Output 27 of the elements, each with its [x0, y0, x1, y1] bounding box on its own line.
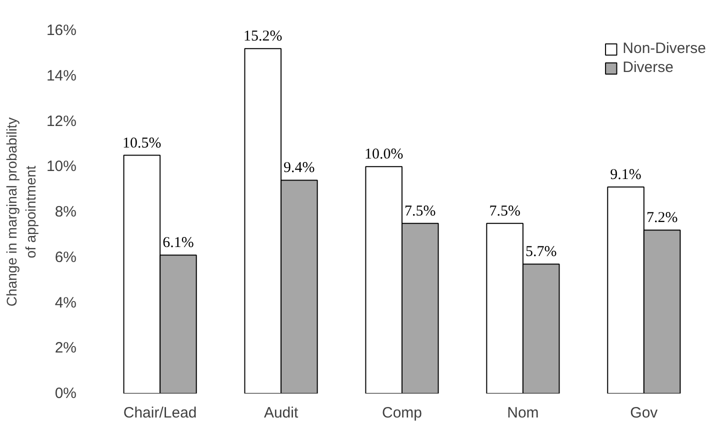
x-tick-label: Chair/Lead — [123, 404, 197, 422]
x-tick-label: Comp — [382, 404, 422, 422]
y-axis-title: Change in marginal probability of appointment — [3, 117, 38, 307]
x-tick-label: Gov — [630, 404, 658, 422]
legend-label: Non-Diverse — [622, 40, 706, 57]
text: 10.5% — [122, 135, 162, 152]
text: 7.2% — [646, 210, 678, 226]
y-tick-label: 12% — [46, 112, 77, 130]
x-tick-label: Nom — [507, 404, 539, 422]
text: 7.5% — [489, 203, 520, 220]
y-tick-label: 6% — [54, 248, 77, 266]
text: 7.5% — [404, 203, 436, 220]
text: 15.2% — [244, 28, 282, 45]
y-tick-label: 16% — [46, 22, 77, 39]
text: 5.7% — [525, 244, 557, 260]
y-tick-label: 10% — [46, 158, 77, 176]
legend-label: Diverse — [622, 59, 674, 76]
x-tick-label: Audit — [264, 404, 299, 422]
y-tick-label: 4% — [54, 294, 77, 312]
text: 9.4% — [284, 160, 315, 176]
text: 9.1% — [610, 167, 642, 184]
y-tick-label: 8% — [54, 204, 77, 220]
y-tick-label: 0% — [54, 385, 77, 402]
text: 10.0% — [364, 146, 404, 163]
y-tick-label: 2% — [54, 340, 77, 357]
text: 6.1% — [162, 235, 194, 252]
y-tick-label: 14% — [46, 67, 77, 84]
